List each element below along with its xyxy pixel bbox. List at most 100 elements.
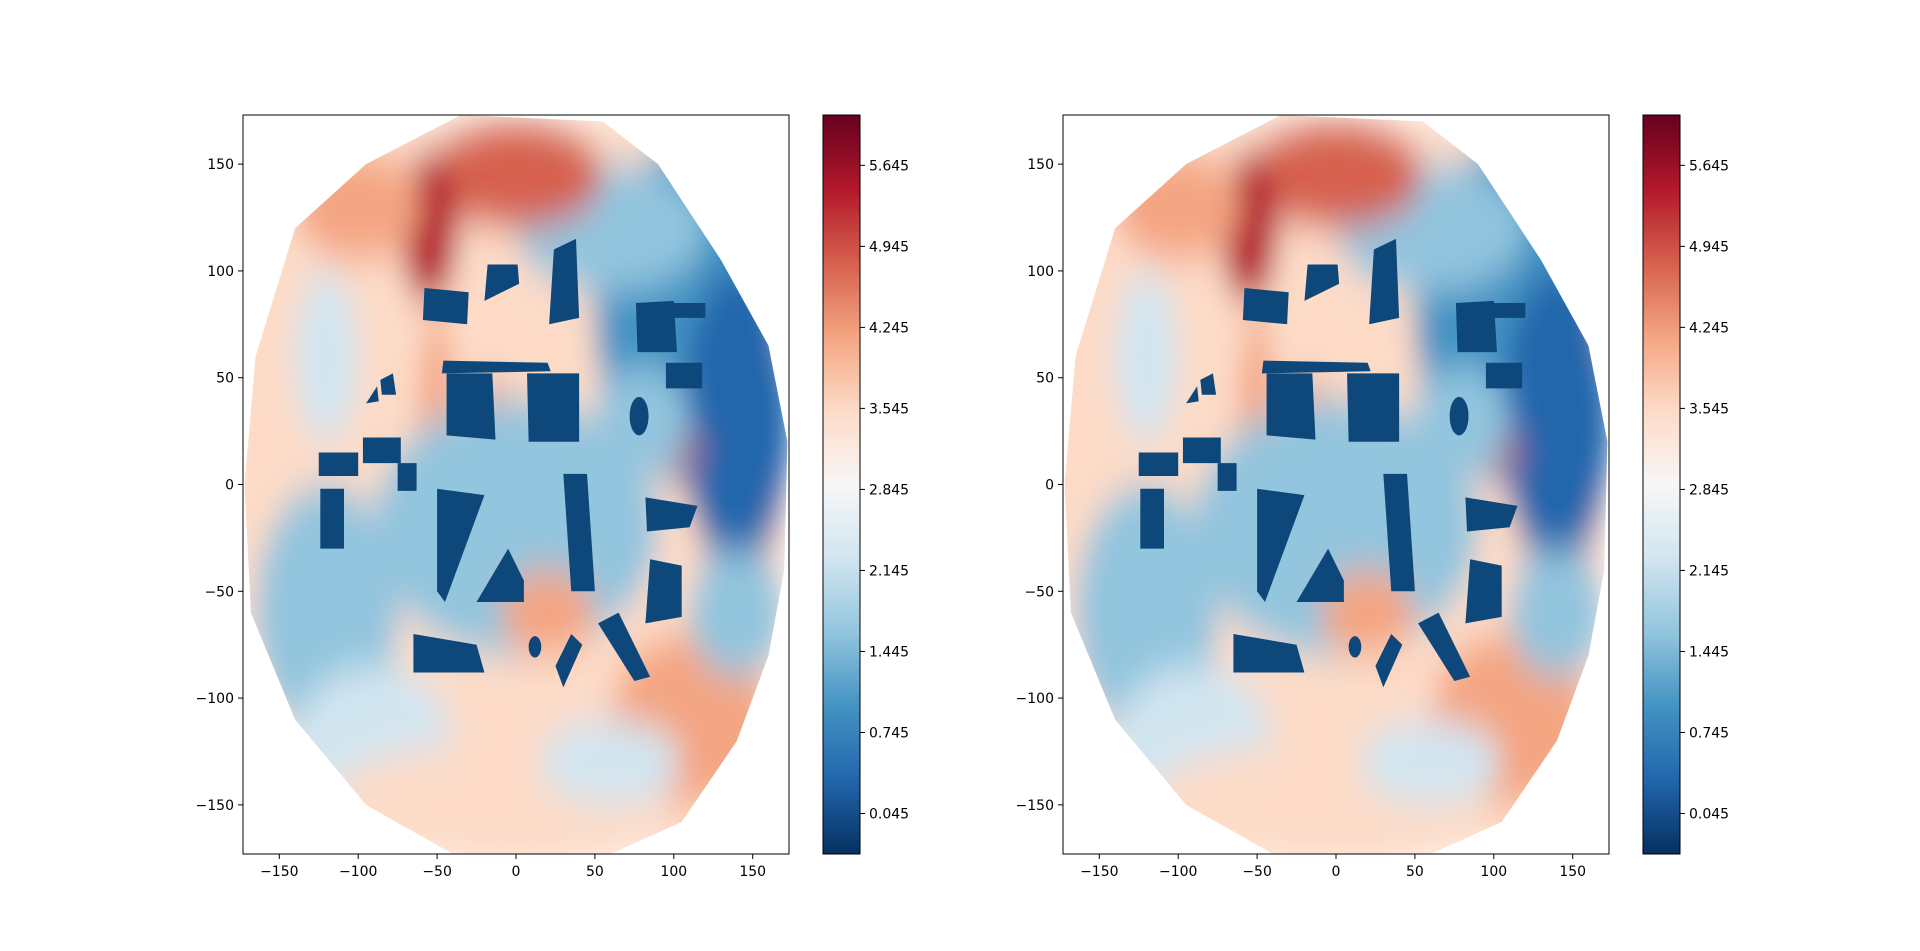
y-axis: −150 −100 −50 0 50 100 150 — [196, 157, 243, 814]
obstacle — [380, 373, 397, 395]
x-tick-label: 100 — [1480, 864, 1507, 880]
obstacle — [1233, 634, 1305, 673]
obstacle — [1418, 612, 1471, 681]
speed-field — [1064, 115, 1608, 854]
colorbar-tick-label: 1.445 — [1689, 644, 1729, 660]
obstacle — [1449, 396, 1469, 436]
obstacle — [366, 386, 379, 404]
obstacle — [320, 488, 344, 549]
plot-area — [1064, 115, 1608, 854]
obstacles — [318, 238, 706, 688]
obstacle — [422, 288, 469, 325]
obstacle — [1455, 300, 1497, 353]
obstacle — [1186, 386, 1199, 404]
x-tick-label: −50 — [422, 864, 452, 880]
colorbar-tick-label: 4.945 — [869, 239, 909, 255]
x-tick-label: −100 — [1159, 864, 1197, 880]
obstacle — [1485, 362, 1523, 389]
y-tick-label: 100 — [1027, 264, 1054, 280]
obstacles — [1138, 238, 1526, 688]
y-tick-label: −100 — [196, 691, 234, 707]
colorbar-tick-label: 4.245 — [1689, 320, 1729, 336]
obstacle — [1242, 288, 1289, 325]
obstacle — [665, 362, 703, 389]
y-tick-label: −100 — [1016, 691, 1054, 707]
obstacle — [1304, 264, 1340, 301]
colorbar-frame — [822, 114, 861, 855]
colorbar-tick-label: 4.245 — [869, 320, 909, 336]
colorbar-frame — [1642, 114, 1681, 855]
colorbar: 0.045 0.745 1.445 2.145 2.845 3.545 4.245 4.945… — [1642, 114, 1729, 855]
obstacle — [1140, 488, 1164, 549]
x-tick-label: 50 — [586, 864, 604, 880]
colorbar-tick-label: 2.145 — [1689, 563, 1729, 579]
x-tick-label: 100 — [660, 864, 687, 880]
obstacle — [437, 488, 485, 602]
x-tick-label: 150 — [739, 864, 766, 880]
obstacle — [528, 636, 542, 658]
obstacle — [476, 548, 524, 602]
y-tick-label: 150 — [207, 157, 234, 173]
colorbar-tick-label: 5.645 — [869, 158, 909, 174]
x-tick-label: 50 — [1406, 864, 1424, 880]
obstacle — [484, 264, 520, 301]
x-tick-label: −150 — [1080, 864, 1118, 880]
colorbar-tick-label: 5.645 — [1689, 158, 1729, 174]
obstacle — [1347, 373, 1400, 442]
y-tick-label: 50 — [216, 371, 234, 387]
obstacle — [362, 437, 401, 464]
obstacle — [1383, 473, 1415, 592]
obstacle — [1217, 463, 1237, 491]
colorbar-tick-label: 3.545 — [869, 401, 909, 417]
obstacle — [645, 497, 698, 532]
obstacle — [549, 238, 580, 325]
obstacle — [635, 300, 677, 353]
obstacle — [598, 612, 651, 681]
obstacle — [629, 396, 649, 436]
y-tick-label: 0 — [1045, 478, 1054, 494]
obstacle — [1296, 548, 1344, 602]
obstacle — [1200, 373, 1217, 395]
obstacle — [527, 373, 580, 442]
panel-right: −150 −100 −50 0 50 100 150 −150 −100 −50 0 50 100 15… — [1016, 114, 1729, 880]
obstacle — [1182, 437, 1221, 464]
x-tick-label: 0 — [1332, 864, 1341, 880]
y-tick-label: 150 — [1027, 157, 1054, 173]
y-tick-label: 100 — [207, 264, 234, 280]
obstacle — [1375, 634, 1403, 688]
obstacle — [1138, 452, 1179, 476]
obstacle — [1369, 238, 1400, 325]
speed-field — [244, 115, 788, 854]
obstacle — [318, 452, 359, 476]
y-tick-label: 50 — [1036, 371, 1054, 387]
plot-area — [244, 115, 788, 854]
colorbar-gradient — [823, 115, 860, 854]
colorbar-tick-label: 2.145 — [869, 563, 909, 579]
colorbar-tick-label: 1.445 — [869, 644, 909, 660]
x-tick-label: −150 — [260, 864, 298, 880]
x-tick-label: 0 — [512, 864, 521, 880]
colorbar-tick-label: 0.745 — [869, 725, 909, 741]
x-axis: −150 −100 −50 0 50 100 150 — [260, 854, 766, 880]
colorbar-ticks: 0.045 0.745 1.445 2.145 2.845 3.545 4.245 4.945… — [860, 158, 909, 822]
y-tick-label: 0 — [225, 478, 234, 494]
x-tick-label: −100 — [339, 864, 377, 880]
colorbar: 0.045 0.745 1.445 2.145 2.845 3.545 4.245 4.945… — [822, 114, 909, 855]
panel-left: −150 −100 −50 0 50 100 150 −150 −100 −50 0 50 100 15… — [196, 114, 909, 880]
obstacle — [1493, 302, 1526, 318]
obstacle — [1266, 373, 1316, 440]
colorbar-tick-label: 0.045 — [869, 806, 909, 822]
obstacle — [1261, 360, 1371, 374]
obstacle — [563, 473, 595, 592]
colorbar-tick-label: 0.745 — [1689, 725, 1729, 741]
obstacle — [446, 373, 496, 440]
obstacle — [413, 634, 485, 673]
colorbar-gradient — [1643, 115, 1680, 854]
obstacle — [555, 634, 583, 688]
obstacle — [1348, 636, 1362, 658]
colorbar-tick-label: 3.545 — [1689, 401, 1729, 417]
obstacle — [397, 463, 417, 491]
x-tick-label: 150 — [1559, 864, 1586, 880]
colorbar-tick-label: 0.045 — [1689, 806, 1729, 822]
